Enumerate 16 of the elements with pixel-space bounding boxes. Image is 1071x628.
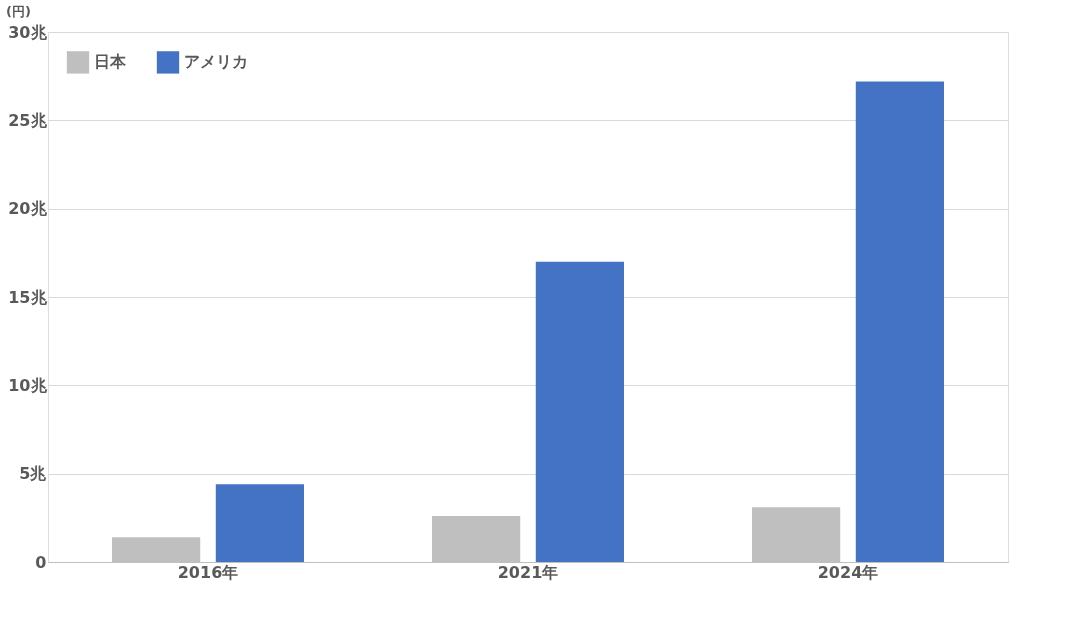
bar: [215, 484, 304, 562]
y-tick-label: 5兆: [19, 464, 48, 484]
bar: [855, 81, 944, 562]
y-tick-label: 25兆: [8, 110, 48, 130]
bar: [535, 261, 624, 562]
y-axis-title: (円): [6, 3, 31, 19]
legend-label: 日本: [94, 52, 127, 72]
y-tick-label: 20兆: [8, 199, 48, 219]
x-tick-label: 2021年: [497, 562, 559, 582]
y-tick-label: 0: [35, 552, 47, 572]
legend-label: アメリカ: [184, 52, 248, 72]
y-tick-label: 30兆: [8, 22, 48, 42]
y-tick-label: 15兆: [8, 287, 48, 307]
x-tick-label: 2024年: [817, 562, 879, 582]
x-tick-label: 2016年: [177, 562, 239, 582]
y-tick-label: 10兆: [8, 375, 48, 395]
